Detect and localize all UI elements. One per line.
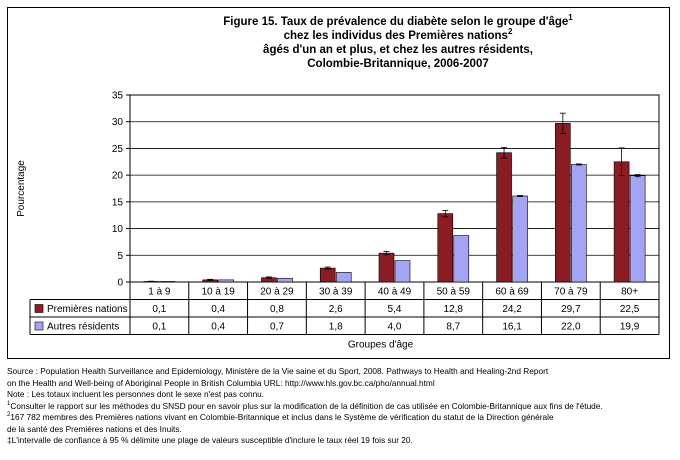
x-tick-label: 40 à 49 <box>378 287 412 298</box>
footnote-2: 2167 782 membres des Premières nations v… <box>7 412 554 422</box>
bar-autres-residents <box>629 175 646 283</box>
data-label: 24,2 <box>502 304 522 315</box>
bar-premieres-nations <box>555 123 571 283</box>
bar-autres-residents <box>218 279 234 283</box>
data-label: 12,8 <box>444 304 464 315</box>
y-tick-label: 0 <box>117 278 123 289</box>
bar-premieres-nations <box>437 213 454 283</box>
legend-swatch <box>34 321 44 331</box>
bar-autres-residents <box>277 277 293 283</box>
data-label: 22,5 <box>620 304 640 315</box>
x-tick-label: 50 à 59 <box>437 287 471 298</box>
title-line-1: Figure 15. Taux de prévalence du diabète… <box>223 13 573 28</box>
x-tick-label: 20 à 29 <box>260 287 294 298</box>
y-tick-label: 25 <box>112 144 124 155</box>
bar-premieres-nations <box>378 252 395 283</box>
source-line-2: on the Health and Well-being of Aborigin… <box>7 377 435 388</box>
bar-premieres-nations <box>613 161 630 283</box>
bar-autres-residents <box>571 164 587 283</box>
data-label: 16,1 <box>502 322 522 333</box>
y-tick-label: 30 <box>112 117 124 128</box>
data-label: 0,1 <box>152 322 166 333</box>
x-tick-label: 30 à 39 <box>319 287 353 298</box>
bar-autres-residents <box>394 260 411 283</box>
chart-title: Figure 15. Taux de prévalence du diabète… <box>208 13 588 71</box>
bar-autres-residents <box>453 235 470 283</box>
title-line-3: âgés d'un an et plus, et chez les autres… <box>263 44 533 56</box>
y-axis-label: Pourcentage <box>16 160 27 217</box>
y-tick-label: 15 <box>112 197 124 208</box>
note-line: Note : Les totaux incluent les personnes… <box>7 389 265 399</box>
bar-premieres-nations <box>496 152 512 283</box>
y-tick-label: 5 <box>117 251 123 262</box>
data-label: 4,0 <box>388 322 402 333</box>
x-tick-label: 80+ <box>621 287 638 298</box>
legend-swatch <box>34 304 44 313</box>
x-tick-label: 10 à 19 <box>201 287 235 298</box>
bar-autres-residents <box>159 281 176 283</box>
x-tick-label: 1 à 9 <box>148 287 171 298</box>
data-label: 1,8 <box>329 322 343 333</box>
data-label: 0,7 <box>270 322 284 333</box>
footnote-3: ‡L'intervalle de confiance à 95 % délimi… <box>7 435 413 445</box>
data-label: 2,6 <box>329 304 343 315</box>
bar-autres-residents <box>512 195 528 283</box>
data-label: 0,4 <box>211 304 225 315</box>
source-line-1: Source : Population Health Surveillance … <box>7 366 549 376</box>
data-label: 5,4 <box>388 304 402 315</box>
legend-label: Premières nations <box>47 304 128 315</box>
data-label: 0,1 <box>152 304 166 315</box>
chart-notes: Source : Population Health Surveillance … <box>7 366 675 447</box>
footnote-1: 1Consulter le rapport sur les méthodes d… <box>7 400 603 411</box>
title-line-4: Colombie-Britannique, 2006-2007 <box>307 58 489 70</box>
y-tick-label: 35 <box>112 91 124 102</box>
title-line-2: chez les individus des Premières nations… <box>283 27 513 42</box>
x-axis-label: Groupes d'âge <box>348 340 414 351</box>
bar-autres-residents <box>335 272 352 283</box>
data-label: 22,0 <box>561 322 581 333</box>
chart-frame <box>7 7 670 359</box>
bar-premieres-nations <box>319 267 336 283</box>
legend-label: Autres résidents <box>47 322 119 333</box>
data-label: 19,9 <box>620 322 640 333</box>
y-tick-label: 10 <box>112 224 124 235</box>
data-label: 0,4 <box>211 322 225 333</box>
data-label: 29,7 <box>561 304 581 315</box>
footnote-2-cont: de la santé des Premières nations et des… <box>7 423 182 434</box>
data-label: 0,8 <box>270 304 284 315</box>
x-tick-label: 60 à 69 <box>495 287 529 298</box>
x-tick-label: 70 à 79 <box>554 287 588 298</box>
y-tick-label: 20 <box>112 171 124 182</box>
data-label: 8,7 <box>446 322 460 333</box>
